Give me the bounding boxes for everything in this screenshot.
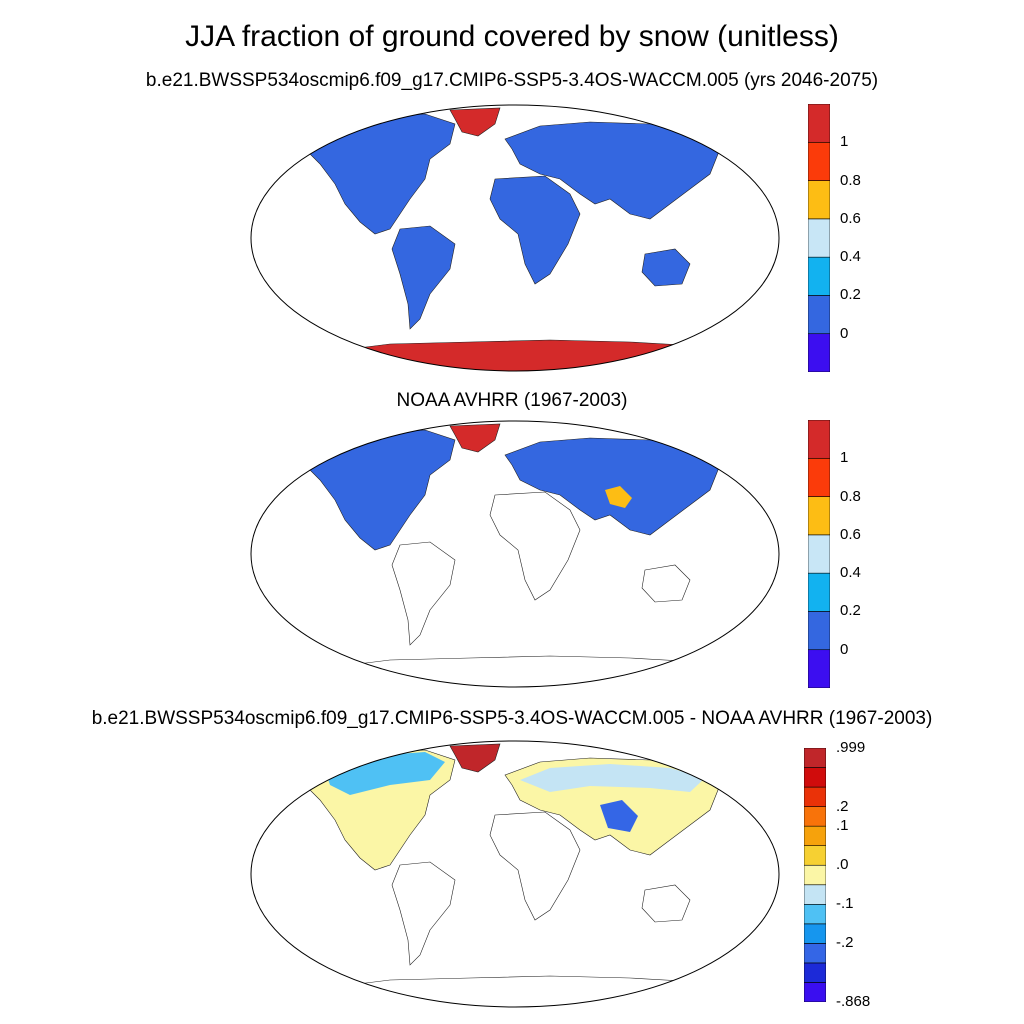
colorbar-label: 0 bbox=[840, 640, 849, 658]
antarctica bbox=[251, 975, 779, 1007]
colorbar-label: 1 bbox=[840, 449, 849, 467]
colorbar-swatch bbox=[808, 333, 830, 372]
colorbar-label: .2 bbox=[836, 797, 849, 815]
south-america bbox=[391, 541, 456, 646]
colorbar-label: 0.8 bbox=[840, 171, 861, 189]
colorbar-swatch bbox=[804, 982, 826, 1002]
colorbar-swatch bbox=[808, 649, 830, 688]
north-america bbox=[304, 429, 456, 551]
colorbar-swatch bbox=[804, 806, 826, 827]
figure-title: JJA fraction of ground covered by snow (… bbox=[185, 20, 839, 53]
africa bbox=[489, 491, 581, 601]
colorbar-label: 0.6 bbox=[840, 209, 861, 227]
colorbar-swatch bbox=[804, 962, 826, 983]
antarctica bbox=[251, 339, 779, 371]
map-obs bbox=[250, 420, 780, 688]
colorbar-label: 0.8 bbox=[840, 487, 861, 505]
colorbar-swatch bbox=[808, 496, 830, 536]
colorbar-swatch bbox=[804, 864, 826, 886]
colorbar-obs bbox=[808, 420, 830, 688]
panel-model-subtitle: b.e21.BWSSP534oscmip6.f09_g17.CMIP6-SSP5… bbox=[145, 70, 879, 91]
colorbar-swatch bbox=[808, 295, 830, 335]
greenland bbox=[449, 423, 501, 453]
panel-obs-subtitle: NOAA AVHRR (1967-2003) bbox=[396, 390, 628, 411]
greenland bbox=[449, 743, 501, 773]
colorbar-swatch bbox=[808, 457, 830, 497]
colorbar-label: 0.6 bbox=[840, 525, 861, 543]
colorbar-swatch bbox=[804, 884, 826, 905]
colorbar-label: -.2 bbox=[836, 934, 854, 952]
tibet-snow bbox=[605, 486, 632, 508]
colorbar-label: 0.2 bbox=[840, 286, 861, 304]
panel-diff-subtitle: b.e21.BWSSP534oscmip6.f09_g17.CMIP6-SSP5… bbox=[91, 708, 933, 729]
colorbar-swatch bbox=[808, 572, 830, 612]
colorbar-label: .0 bbox=[836, 856, 849, 874]
colorbar-label: -.868 bbox=[836, 993, 871, 1010]
colorbar-diff bbox=[804, 748, 826, 1002]
africa bbox=[489, 811, 581, 921]
colorbar-swatch bbox=[804, 825, 826, 846]
map-diff bbox=[250, 740, 780, 1008]
colorbar-swatch bbox=[804, 923, 826, 944]
map-model bbox=[250, 104, 780, 372]
colorbar-label: 0.4 bbox=[840, 564, 861, 582]
colorbar-swatch bbox=[808, 534, 830, 574]
antarctica bbox=[251, 655, 779, 687]
australia bbox=[641, 248, 691, 287]
south-america bbox=[391, 861, 456, 966]
colorbar-label: 0.4 bbox=[840, 248, 861, 266]
greenland bbox=[449, 107, 501, 137]
siberia-neg bbox=[520, 764, 705, 792]
australia bbox=[641, 884, 691, 923]
north-america bbox=[304, 113, 456, 235]
colorbar-label: 0 bbox=[840, 324, 849, 342]
colorbar-swatch bbox=[804, 786, 826, 807]
colorbar-label: -.1 bbox=[836, 895, 854, 913]
colorbar-swatch bbox=[808, 256, 830, 296]
colorbar-swatch bbox=[804, 904, 826, 925]
africa bbox=[489, 175, 581, 285]
south-america bbox=[391, 225, 456, 330]
colorbar-label: .999 bbox=[836, 739, 866, 756]
colorbar-label: .1 bbox=[836, 817, 849, 835]
colorbar-swatch bbox=[804, 767, 826, 788]
colorbar-label: 1 bbox=[840, 133, 849, 151]
colorbar-swatch bbox=[808, 104, 830, 143]
colorbar-swatch bbox=[808, 420, 830, 459]
colorbar-label: 0.2 bbox=[840, 602, 861, 620]
colorbar-swatch bbox=[804, 748, 826, 768]
colorbar-swatch bbox=[804, 943, 826, 964]
colorbar-swatch bbox=[804, 845, 826, 866]
colorbar-swatch bbox=[808, 141, 830, 181]
colorbar-swatch bbox=[808, 611, 830, 651]
colorbar-swatch bbox=[808, 180, 830, 220]
colorbar-model bbox=[808, 104, 830, 372]
colorbar-swatch bbox=[808, 218, 830, 258]
australia bbox=[641, 564, 691, 603]
tibet-neg bbox=[600, 800, 638, 832]
